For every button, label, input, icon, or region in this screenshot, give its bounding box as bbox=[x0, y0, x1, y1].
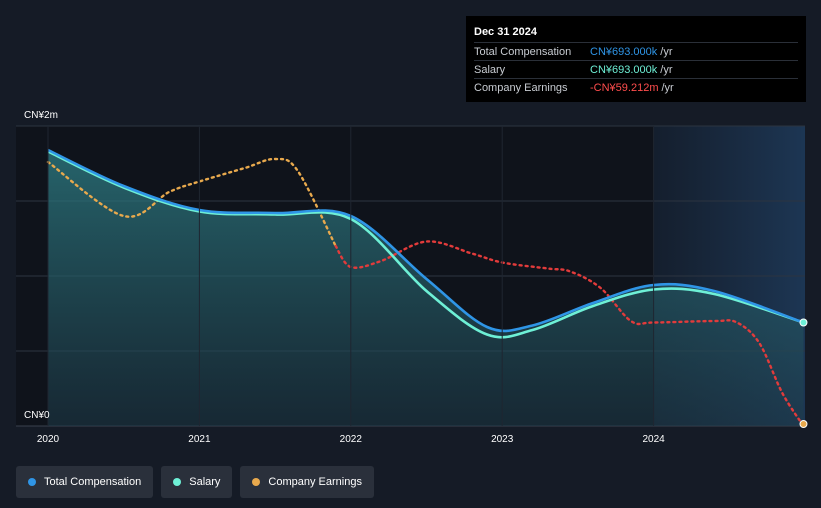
tooltip-unit: /yr bbox=[660, 63, 673, 76]
tooltip-value: CN¥693.000k bbox=[590, 63, 658, 76]
compensation-area bbox=[48, 150, 804, 426]
x-axis: 2020 2021 2022 2023 2024 bbox=[37, 126, 665, 445]
tooltip-label: Salary bbox=[474, 63, 506, 76]
tooltip-row-salary: Salary CN¥693.000k /yr bbox=[474, 60, 798, 78]
legend: Total Compensation Salary Company Earnin… bbox=[16, 466, 374, 498]
legend-item-company-earnings[interactable]: Company Earnings bbox=[240, 466, 374, 498]
x-tick-label: 2023 bbox=[491, 434, 514, 445]
series-layer bbox=[46, 148, 808, 428]
x-tick-label: 2022 bbox=[340, 434, 363, 445]
tooltip-value: -CN¥59.212m bbox=[590, 81, 659, 94]
legend-dot-icon bbox=[173, 478, 182, 486]
series-total-compensation bbox=[47, 148, 804, 333]
x-tick-label: 2021 bbox=[188, 434, 211, 445]
legend-label: Total Compensation bbox=[44, 476, 142, 488]
y-axis-max-label: CN¥2m bbox=[24, 110, 58, 121]
legend-item-total-compensation[interactable]: Total Compensation bbox=[16, 466, 154, 498]
compensation-end-marker bbox=[799, 318, 808, 327]
compensation-chart: 2020 2021 2022 2023 2024 CN¥2m CN¥0 bbox=[16, 110, 808, 445]
tooltip-label: Total Compensation bbox=[474, 45, 572, 58]
legend-label: Salary bbox=[189, 476, 221, 488]
x-tick-label: 2020 bbox=[37, 434, 60, 445]
legend-label: Company Earnings bbox=[268, 476, 362, 488]
series-company-earnings bbox=[334, 240, 805, 428]
tooltip-row-total-compensation: Total Compensation CN¥693.000k /yr bbox=[474, 42, 798, 60]
legend-dot-icon bbox=[28, 478, 36, 486]
series-salary bbox=[47, 150, 804, 339]
tooltip-value: CN¥693.000k bbox=[590, 45, 658, 58]
tooltip-unit: /yr bbox=[660, 45, 673, 58]
x-tick-label: 2024 bbox=[642, 434, 665, 445]
tooltip-unit: /yr bbox=[661, 81, 674, 94]
legend-item-salary[interactable]: Salary bbox=[161, 466, 233, 498]
y-axis-min-label: CN¥0 bbox=[24, 410, 50, 421]
tooltip-date: Dec 31 2024 bbox=[474, 26, 537, 38]
tooltip-panel: Dec 31 2024 Total Compensation CN¥693.00… bbox=[466, 16, 806, 102]
tooltip-row-company-earnings: Company Earnings -CN¥59.212m /yr bbox=[474, 78, 798, 96]
tooltip-label: Company Earnings bbox=[474, 81, 568, 94]
legend-dot-icon bbox=[252, 478, 261, 486]
earnings-end-marker bbox=[799, 420, 808, 428]
